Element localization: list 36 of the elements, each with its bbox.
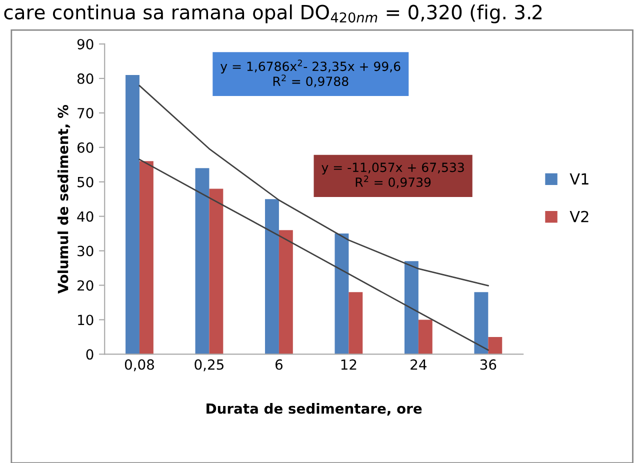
bar — [418, 320, 432, 354]
bar — [126, 75, 140, 354]
bar — [488, 336, 502, 354]
x-tick-label: 0,08 — [124, 359, 154, 372]
line-series — [138, 158, 489, 351]
chart-title: care continua sa ramana opal DO$_{420nm}$ = 0,320 (fig. 3.2 — [4, 4, 542, 24]
x-tick-label: 12 — [341, 359, 356, 370]
bar — [265, 199, 279, 354]
bar — [139, 161, 154, 354]
bar — [334, 234, 349, 354]
y-tick-label: 70 — [78, 108, 94, 118]
x-tick-label: 36 — [480, 359, 496, 370]
bar — [474, 292, 488, 354]
y-tick-label: 80 — [77, 73, 94, 84]
text: y = 1,6786x$^{2}$- 23,35x + 99,6 R$^{2}$ = 0,9788 — [220, 60, 400, 88]
y-tick-label: 10 — [78, 314, 94, 326]
x-axis-title: Durata de sedimentare, ore — [206, 403, 422, 416]
bar — [404, 261, 418, 354]
y-tick-label: 20 — [78, 280, 94, 291]
annotation: y = -11,057x + 67,533 R$^{2}$ = 0,9739 — [322, 162, 464, 188]
bar — [195, 168, 210, 354]
y-tick-label: 60 — [77, 142, 94, 153]
legend-label: V1 — [570, 173, 588, 184]
bar — [348, 292, 363, 354]
legend-label: V2 — [570, 210, 588, 222]
x-tick-label: 24 — [410, 359, 426, 370]
x-tick-label: 6 — [276, 359, 283, 370]
x-tick-label: 0,25 — [194, 359, 224, 372]
y-tick-label: 50 — [78, 176, 94, 188]
bar — [278, 230, 293, 354]
y-tick-label: 40 — [77, 211, 94, 222]
y-tick-label: 30 — [78, 246, 94, 256]
y-axis-title: Volumul de sediment, % — [58, 104, 70, 294]
y-tick-label: 90 — [77, 38, 94, 50]
bar — [209, 188, 224, 354]
y-tick-label: 0 — [86, 349, 94, 360]
